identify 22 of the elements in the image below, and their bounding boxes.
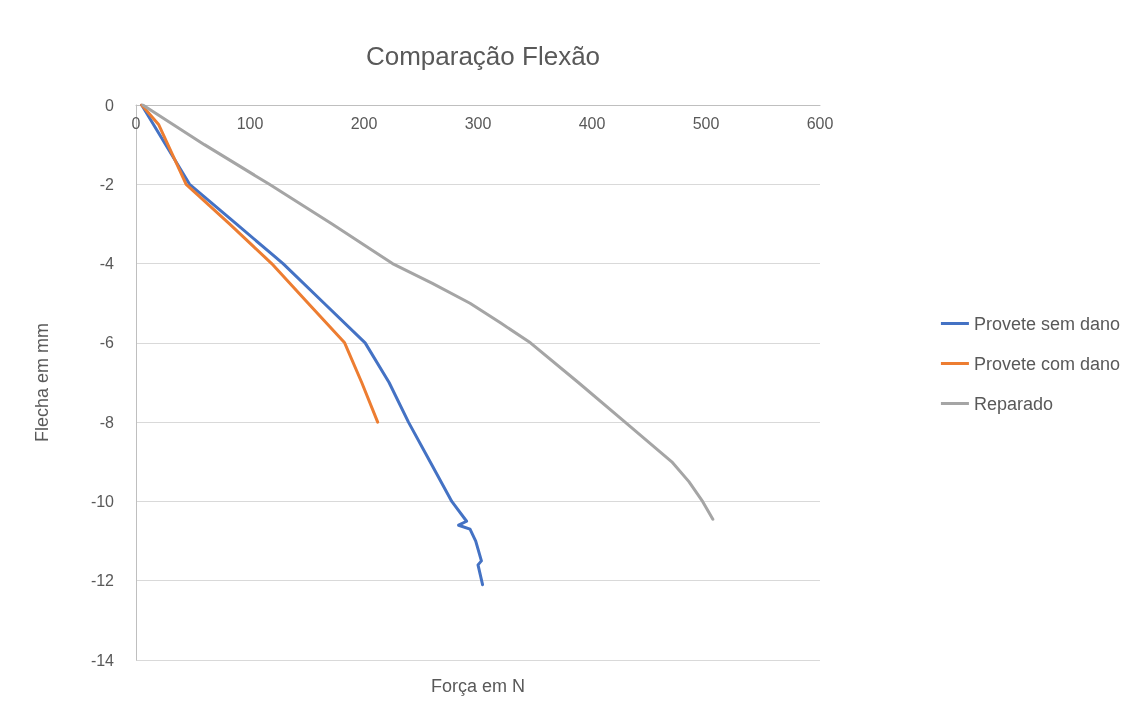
y-tick-label: -6: [99, 334, 115, 352]
x-tick-label: 600: [806, 114, 834, 132]
y-tick-label: 0: [105, 96, 115, 114]
x-tick-label: 100: [236, 114, 264, 132]
chart-title: Comparação Flexão: [365, 41, 601, 71]
y-axis-title: Flecha em mm: [32, 322, 52, 443]
x-tick-label: 300: [464, 114, 492, 132]
x-tick-label: 200: [350, 114, 378, 132]
y-tick-label: -8: [99, 413, 115, 431]
legend-label: Reparado: [973, 393, 1053, 414]
x-tick-label: 400: [578, 114, 606, 132]
legend-label: Provete com dano: [973, 353, 1121, 374]
y-tick-label: -2: [99, 175, 115, 193]
x-tick-label: 500: [692, 114, 720, 132]
x-axis-title: Força em N: [430, 676, 526, 696]
y-tick-label: -14: [90, 651, 115, 669]
line-series: [140, 103, 380, 424]
x-tick-label: 0: [131, 114, 141, 132]
y-tick-label: -4: [99, 255, 115, 273]
legend-label: Provete sem dano: [973, 313, 1121, 334]
y-tick-label: -12: [90, 572, 115, 590]
y-tick-label: -10: [90, 492, 115, 510]
